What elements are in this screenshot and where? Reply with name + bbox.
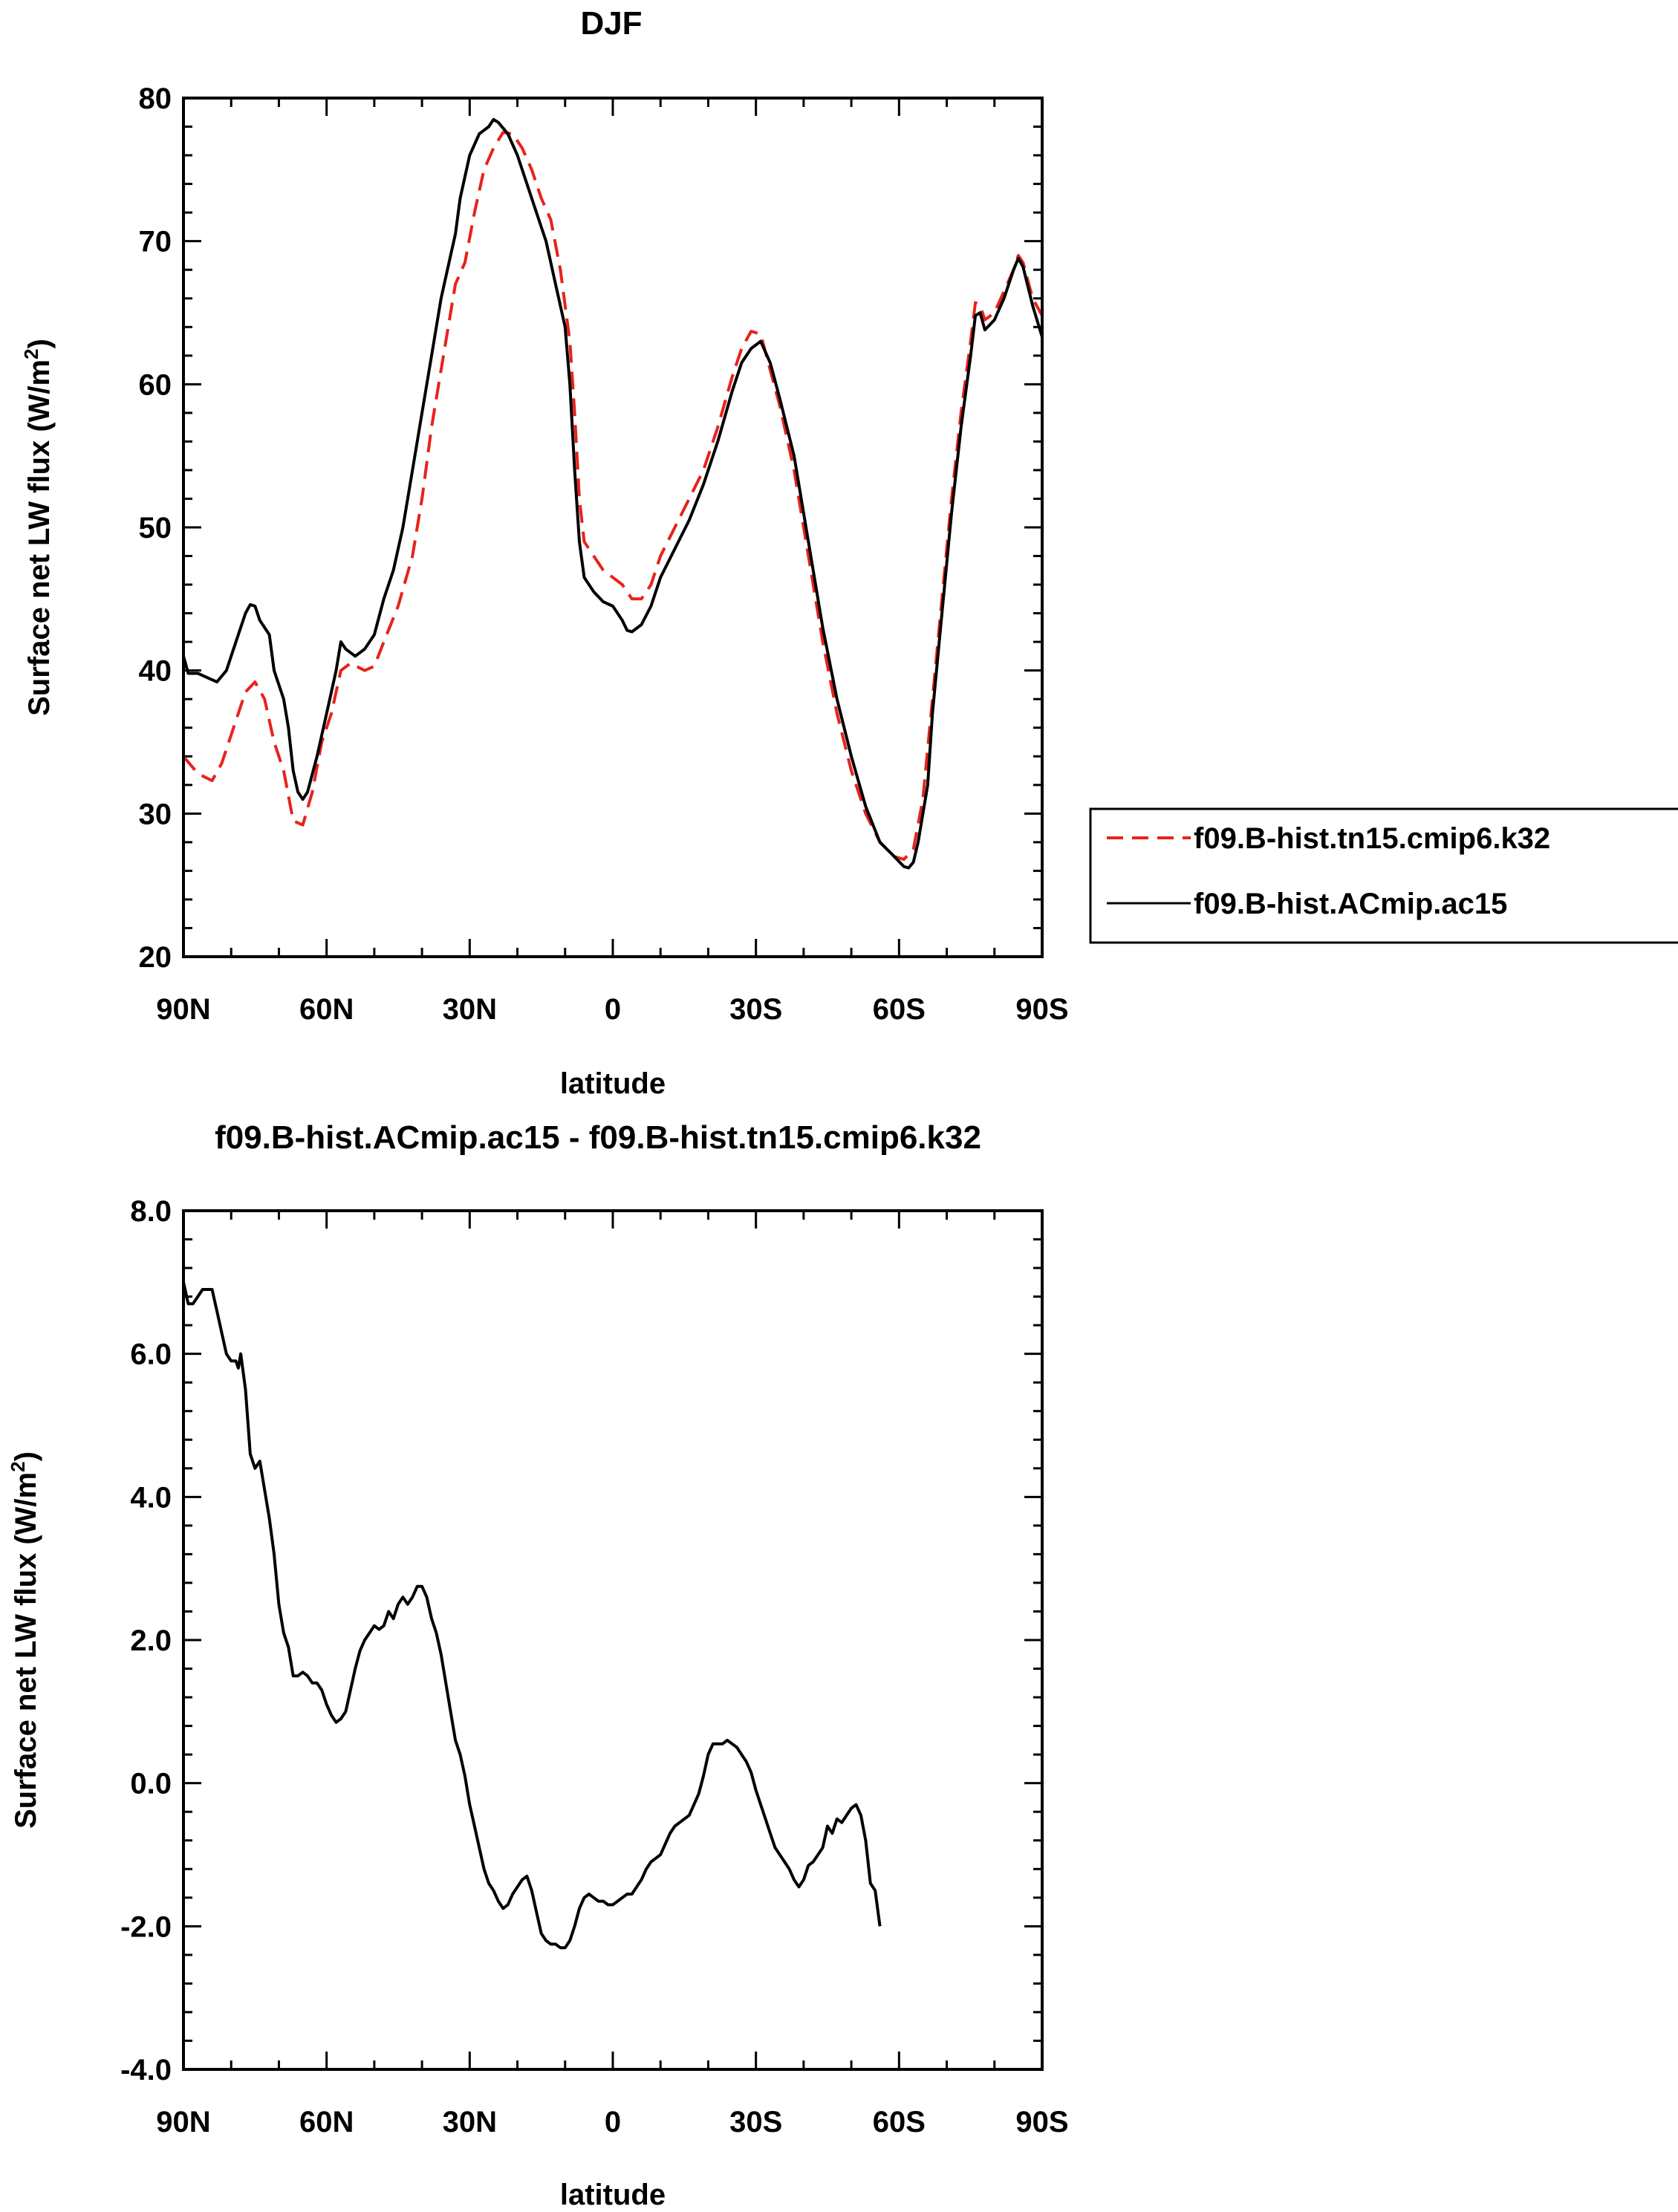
bottom-x-tick-label: 90S: [1015, 2106, 1068, 2138]
top-y-tick-label: 20: [139, 941, 172, 974]
bottom-plot-frame: [182, 1209, 1044, 2071]
bottom-series-line-0: [182, 1281, 882, 1950]
top-y-axis-label-sup: 2: [20, 348, 42, 359]
legend: f09.B-hist.tn15.cmip6.k32 f09.B-hist.ACm…: [1089, 807, 1678, 944]
top-x-tick-label: 90S: [1015, 993, 1068, 1026]
bottom-y-tick-label: 0.0: [130, 1768, 172, 1800]
top-series-line-1: [182, 117, 1044, 870]
top-y-axis-label-end: ): [23, 339, 56, 348]
legend-label-tn15: f09.B-hist.tn15.cmip6.k32: [1194, 822, 1550, 855]
top-series-line-0: [182, 131, 1044, 861]
top-panel-djf: DJF 90N 60N 30N 0 30S 60S 90S 20 30 40 50 60 70 80 la…: [20, 5, 1069, 1100]
top-chart-title: DJF: [580, 5, 642, 42]
top-y-tick-label: 30: [139, 798, 172, 830]
bottom-y-tick-label: -2.0: [120, 1910, 172, 1943]
bottom-panel-difference: f09.B-hist.ACmip.ac15 - f09.B-hist.tn15.…: [7, 1119, 1069, 2211]
top-plot-frame: [182, 97, 1044, 958]
top-x-tick-label: 60S: [873, 993, 926, 1026]
bottom-y-axis-label: Surface net LW flux (W/m2): [7, 1451, 42, 1829]
bottom-y-tick-label: -4.0: [120, 2054, 172, 2086]
bottom-y-tick-label: 2.0: [130, 1624, 172, 1657]
top-y-axis-label: Surface net LW flux (W/m2): [20, 339, 56, 716]
top-x-axis-label: latitude: [560, 1067, 666, 1100]
top-x-tick-label: 60N: [299, 993, 354, 1026]
top-y-tick-label: 80: [139, 82, 172, 115]
top-y-axis-label-main: Surface net LW flux (W/m: [23, 360, 56, 716]
top-y-tick-label: 70: [139, 226, 172, 258]
bottom-y-axis-label-main: Surface net LW flux (W/m: [10, 1472, 42, 1829]
bottom-x-axis-label: latitude: [560, 2179, 666, 2211]
top-x-tick-label: 90N: [156, 993, 210, 1026]
top-x-tick-label: 30S: [729, 993, 782, 1026]
bottom-x-tick-label: 60N: [299, 2106, 354, 2138]
bottom-y-axis-label-end: ): [10, 1451, 42, 1461]
top-y-tick-label: 60: [139, 368, 172, 401]
bottom-y-axis-label-sup: 2: [7, 1461, 29, 1471]
legend-box: [1089, 807, 1678, 944]
bottom-y-tick-label: 4.0: [130, 1481, 172, 1514]
legend-label-ac15: f09.B-hist.ACmip.ac15: [1194, 888, 1507, 920]
bottom-x-tick-label: 30S: [729, 2106, 782, 2138]
top-y-tick-label: 40: [139, 655, 172, 688]
bottom-y-tick-label: 8.0: [130, 1195, 172, 1228]
bottom-x-tick-label: 60S: [873, 2106, 926, 2138]
top-y-tick-label: 50: [139, 512, 172, 544]
bottom-y-tick-label: 6.0: [130, 1338, 172, 1371]
bottom-chart-title: f09.B-hist.ACmip.ac15 - f09.B-hist.tn15.…: [215, 1119, 981, 1156]
bottom-x-tick-label: 0: [605, 2106, 621, 2138]
bottom-x-tick-label: 90N: [156, 2106, 210, 2138]
bottom-x-tick-label: 30N: [443, 2106, 497, 2138]
top-x-tick-label: 30N: [443, 993, 497, 1026]
top-x-tick-label: 0: [605, 993, 621, 1026]
